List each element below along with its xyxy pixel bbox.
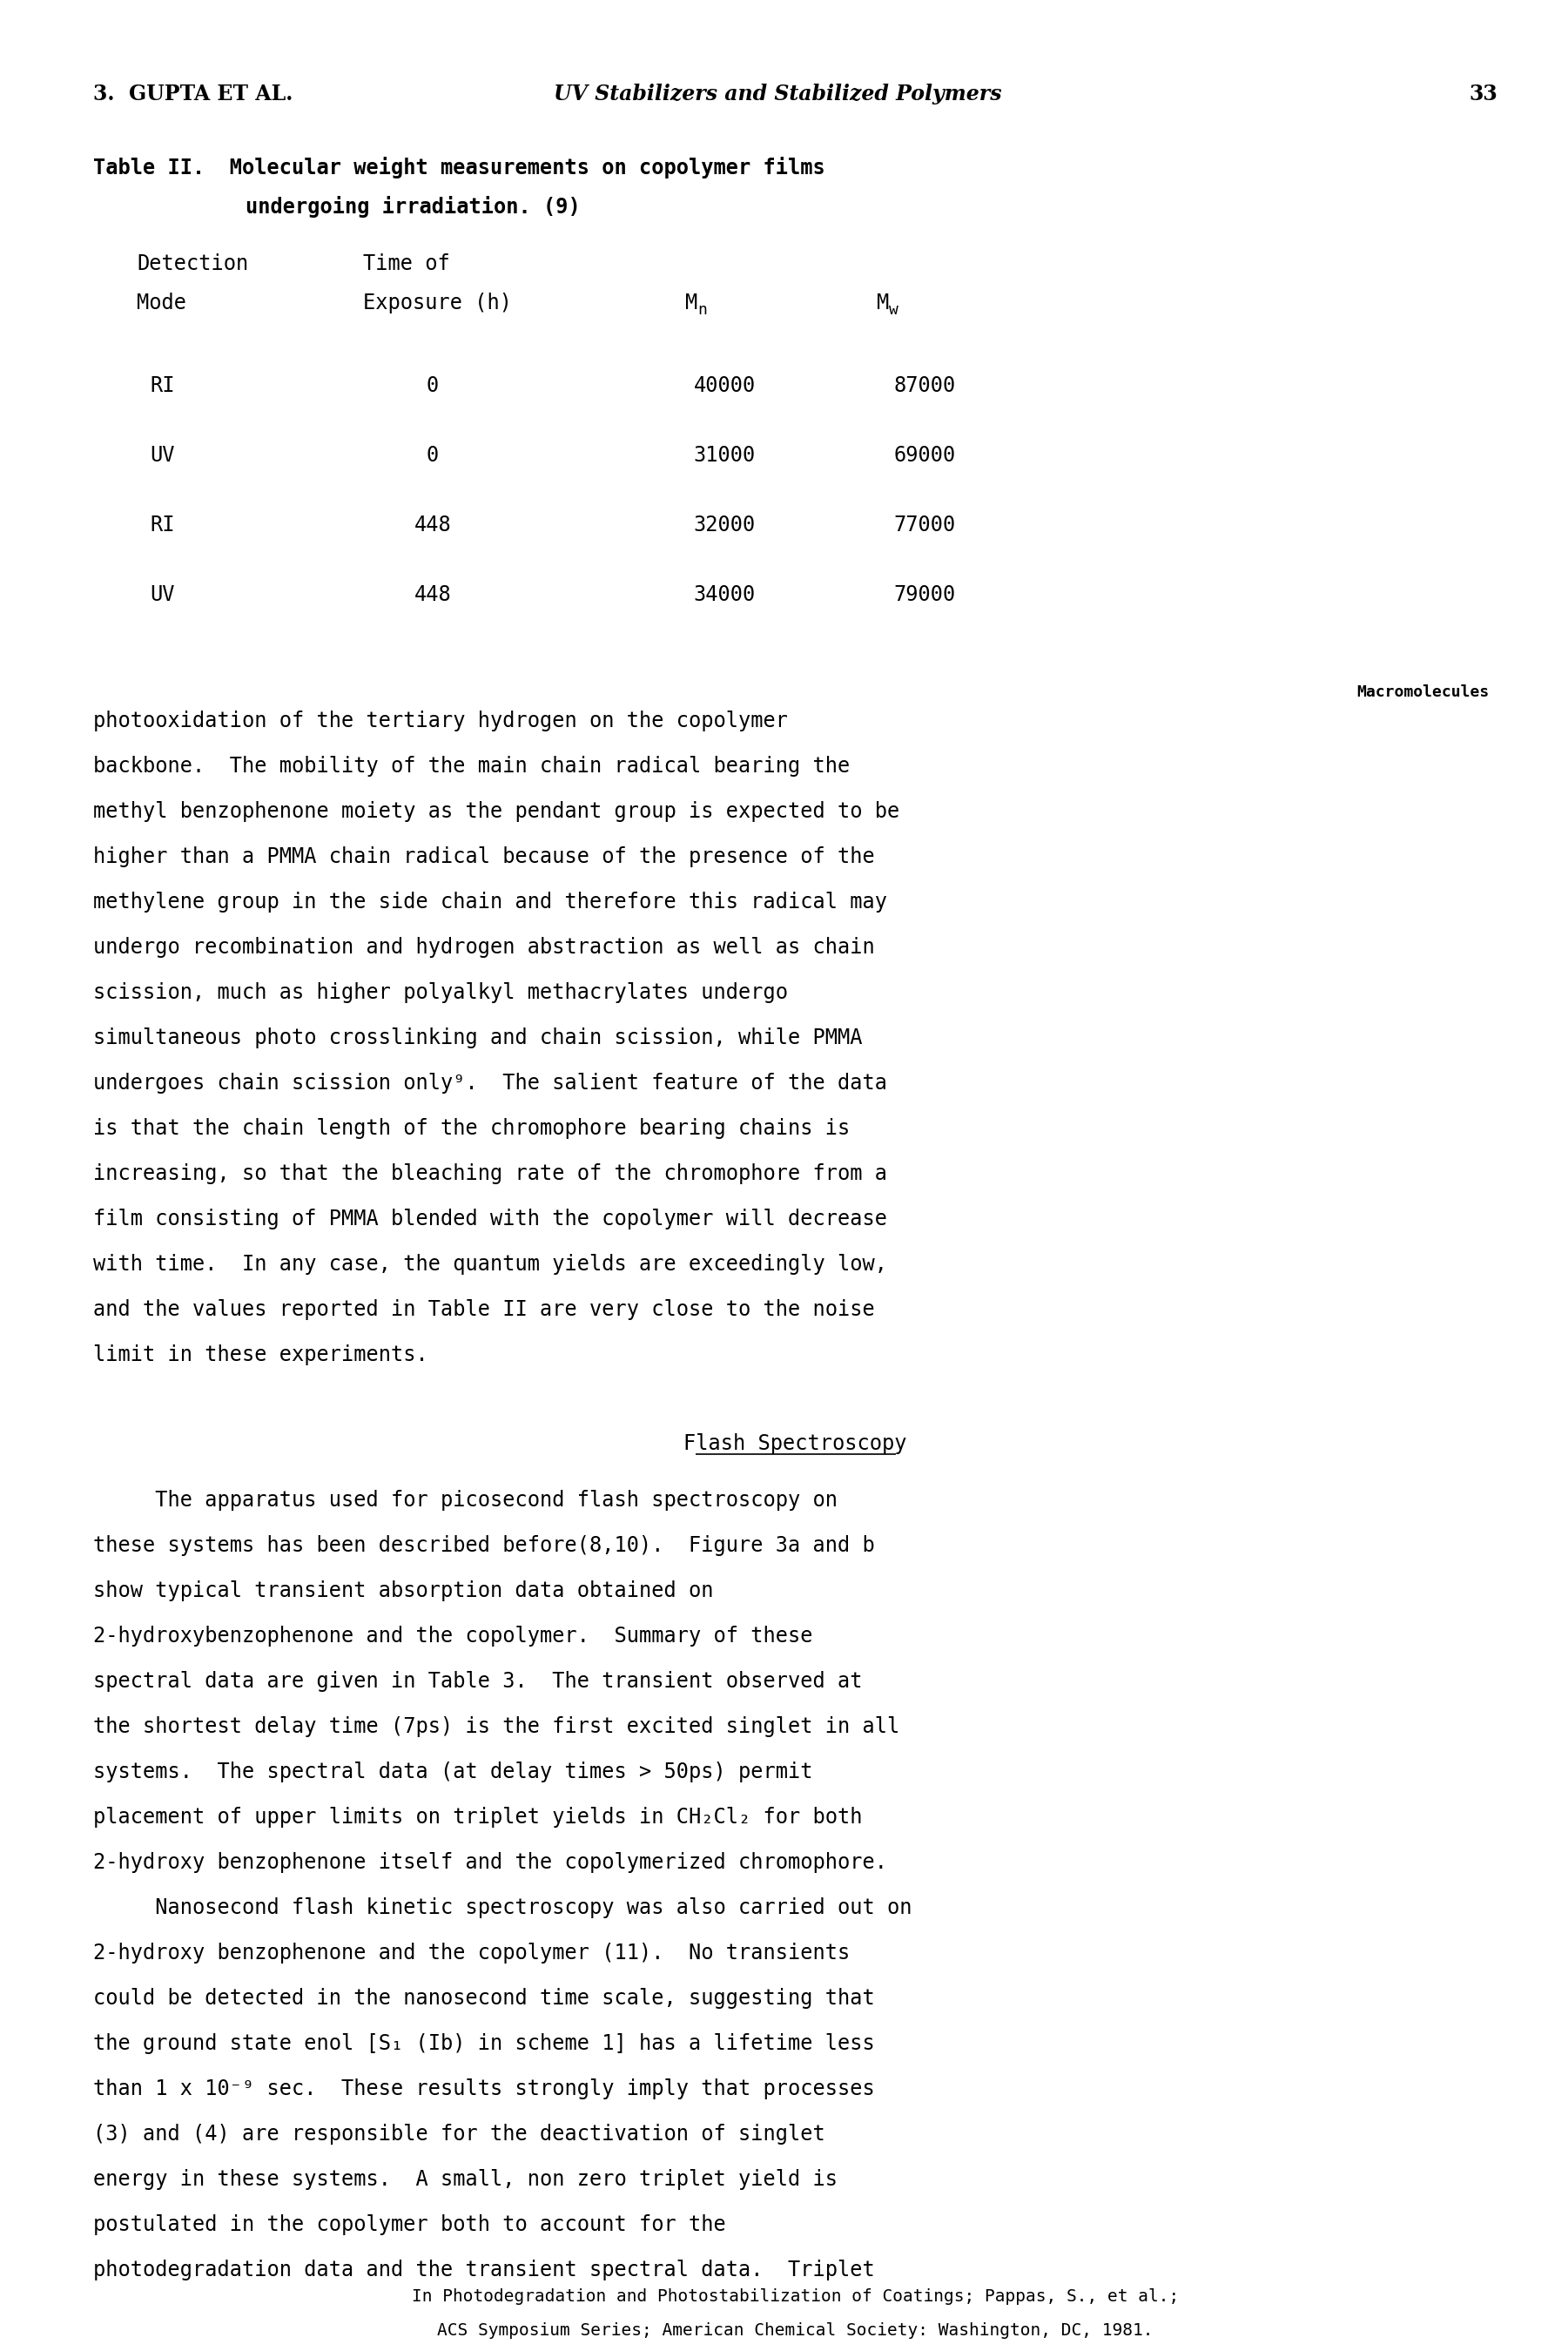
Text: 2-hydroxy benzophenone itself and the copolymerized chromophore.: 2-hydroxy benzophenone itself and the co… (93, 1853, 887, 1874)
Text: 33: 33 (1469, 85, 1497, 103)
Text: Nanosecond flash kinetic spectroscopy was also carried out on: Nanosecond flash kinetic spectroscopy wa… (93, 1897, 913, 1918)
Text: w: w (889, 303, 898, 317)
Text: photodegradation data and the transient spectral data.  Triplet: photodegradation data and the transient … (93, 2259, 875, 2280)
Text: simultaneous photo crosslinking and chain scission, while PMMA: simultaneous photo crosslinking and chai… (93, 1027, 862, 1049)
Text: these systems has been described before(8,10).  Figure 3a and b: these systems has been described before(… (93, 1535, 875, 1556)
Text: 32000: 32000 (693, 515, 756, 536)
Text: higher than a PMMA chain radical because of the presence of the: higher than a PMMA chain radical because… (93, 846, 875, 868)
Text: Macromolecules: Macromolecules (1356, 684, 1488, 701)
Text: the shortest delay time (7ps) is the first excited singlet in all: the shortest delay time (7ps) is the fir… (93, 1716, 900, 1737)
Text: 34000: 34000 (693, 585, 756, 604)
Text: 0: 0 (426, 376, 439, 397)
Text: photooxidation of the tertiary hydrogen on the copolymer: photooxidation of the tertiary hydrogen … (93, 710, 787, 731)
Text: placement of upper limits on triplet yields in CH₂Cl₂ for both: placement of upper limits on triplet yie… (93, 1808, 862, 1827)
Text: is that the chain length of the chromophore bearing chains is: is that the chain length of the chromoph… (93, 1119, 850, 1138)
Text: Exposure (h): Exposure (h) (364, 292, 511, 313)
Text: undergo recombination and hydrogen abstraction as well as chain: undergo recombination and hydrogen abstr… (93, 938, 875, 957)
Text: (3) and (4) are responsible for the deactivation of singlet: (3) and (4) are responsible for the deac… (93, 2123, 825, 2144)
Text: 448: 448 (414, 585, 452, 604)
Text: UV: UV (151, 444, 174, 465)
Text: the ground state enol [S₁ (Ib) in scheme 1] has a lifetime less: the ground state enol [S₁ (Ib) in scheme… (93, 2034, 875, 2055)
Text: 448: 448 (414, 515, 452, 536)
Text: Table II.  Molecular weight measurements on copolymer films: Table II. Molecular weight measurements … (93, 158, 825, 179)
Text: 69000: 69000 (894, 444, 955, 465)
Text: with time.  In any case, the quantum yields are exceedingly low,: with time. In any case, the quantum yiel… (93, 1253, 887, 1274)
Text: 31000: 31000 (693, 444, 756, 465)
Text: UV: UV (151, 585, 174, 604)
Text: n: n (698, 303, 707, 317)
Text: RI: RI (151, 376, 174, 397)
Text: backbone.  The mobility of the main chain radical bearing the: backbone. The mobility of the main chain… (93, 755, 850, 776)
Text: UV Stabilizers and Stabilized Polymers: UV Stabilizers and Stabilized Polymers (554, 85, 1002, 103)
Text: 87000: 87000 (894, 376, 955, 397)
Text: undergoing irradiation. (9): undergoing irradiation. (9) (246, 195, 580, 219)
Text: increasing, so that the bleaching rate of the chromophore from a: increasing, so that the bleaching rate o… (93, 1164, 887, 1185)
Text: film consisting of PMMA blended with the copolymer will decrease: film consisting of PMMA blended with the… (93, 1208, 887, 1230)
Text: 40000: 40000 (693, 376, 756, 397)
Text: methylene group in the side chain and therefore this radical may: methylene group in the side chain and th… (93, 891, 887, 912)
Text: systems.  The spectral data (at delay times > 50ps) permit: systems. The spectral data (at delay tim… (93, 1761, 812, 1782)
Text: scission, much as higher polyalkyl methacrylates undergo: scission, much as higher polyalkyl metha… (93, 983, 787, 1004)
Text: 2-hydroxy benzophenone and the copolymer (11).  No transients: 2-hydroxy benzophenone and the copolymer… (93, 1942, 850, 1963)
Text: 3.  GUPTA ET AL.: 3. GUPTA ET AL. (93, 85, 293, 103)
Text: 0: 0 (426, 444, 439, 465)
Text: The apparatus used for picosecond flash spectroscopy on: The apparatus used for picosecond flash … (93, 1491, 837, 1512)
Text: spectral data are given in Table 3.  The transient observed at: spectral data are given in Table 3. The … (93, 1672, 862, 1693)
Text: M: M (685, 292, 698, 313)
Text: 79000: 79000 (894, 585, 955, 604)
Text: energy in these systems.  A small, non zero triplet yield is: energy in these systems. A small, non ze… (93, 2170, 837, 2189)
Text: ACS Symposium Series; American Chemical Society: Washington, DC, 1981.: ACS Symposium Series; American Chemical … (437, 2323, 1154, 2339)
Text: 77000: 77000 (894, 515, 955, 536)
Text: In Photodegradation and Photostabilization of Coatings; Pappas, S., et al.;: In Photodegradation and Photostabilizati… (412, 2288, 1179, 2304)
Text: show typical transient absorption data obtained on: show typical transient absorption data o… (93, 1580, 713, 1601)
Text: Time of: Time of (364, 254, 450, 275)
Text: could be detected in the nanosecond time scale, suggesting that: could be detected in the nanosecond time… (93, 1989, 875, 2008)
Text: limit in these experiments.: limit in these experiments. (93, 1345, 428, 1366)
Text: 2-hydroxybenzophenone and the copolymer.  Summary of these: 2-hydroxybenzophenone and the copolymer.… (93, 1625, 812, 1646)
Text: methyl benzophenone moiety as the pendant group is expected to be: methyl benzophenone moiety as the pendan… (93, 802, 900, 823)
Text: Detection: Detection (136, 254, 248, 275)
Text: Mode: Mode (136, 292, 187, 313)
Text: Flash Spectroscopy: Flash Spectroscopy (684, 1434, 906, 1455)
Text: and the values reported in Table II are very close to the noise: and the values reported in Table II are … (93, 1300, 875, 1319)
Text: undergoes chain scission only⁹.  The salient feature of the data: undergoes chain scission only⁹. The sali… (93, 1072, 887, 1093)
Text: RI: RI (151, 515, 174, 536)
Text: M: M (877, 292, 889, 313)
Text: than 1 x 10⁻⁹ sec.  These results strongly imply that processes: than 1 x 10⁻⁹ sec. These results strongl… (93, 2078, 875, 2099)
Text: postulated in the copolymer both to account for the: postulated in the copolymer both to acco… (93, 2215, 726, 2236)
